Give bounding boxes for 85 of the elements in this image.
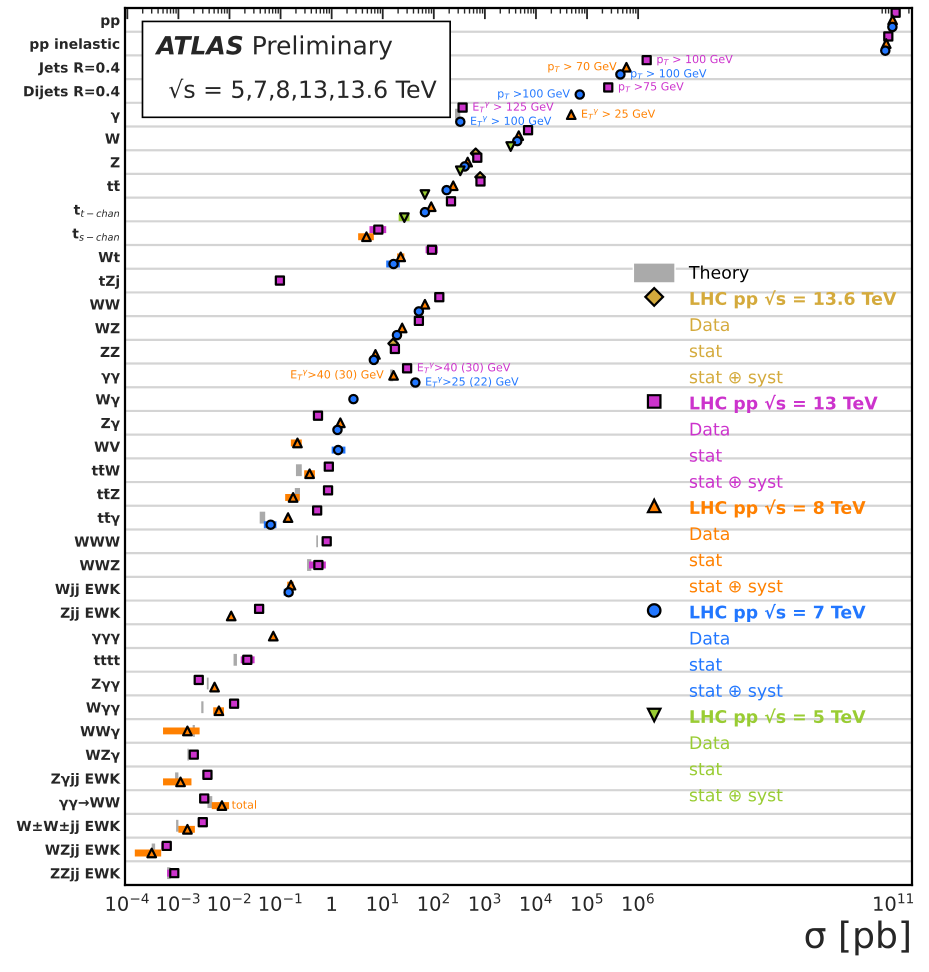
- y-tick-label: ZZjj EWK: [50, 868, 121, 882]
- y-tick-label: WWγ: [80, 726, 120, 740]
- annotation: E$_{T}$$^{γ}$ > 125 GeV: [473, 102, 554, 112]
- y-tick-label: Zγ: [101, 418, 120, 431]
- annotation: E$_{T}$$^{γ}$ > 100 GeV: [471, 116, 552, 127]
- x-tick-label: 10$^{5}$: [572, 893, 602, 912]
- annotation: total: [232, 800, 256, 809]
- annotation: stat ⊕ syst: [690, 371, 783, 387]
- annotation: stat ⊕ syst: [690, 789, 783, 805]
- y-tick-label: Zγγ: [92, 678, 120, 692]
- annotation: p$_{T}$ > 100 GeV: [657, 54, 733, 66]
- x-tick-label: 10$^{11}$: [874, 893, 914, 912]
- annotation: stat ⊕ syst: [690, 580, 783, 596]
- annotation: p$_{T}$ > 100 GeV: [631, 69, 706, 80]
- y-tick-label: Z: [110, 157, 120, 168]
- y-tick-label: γ: [110, 112, 120, 123]
- annotation: stat: [690, 344, 722, 358]
- y-tick-label: Jets R=0.4: [38, 62, 120, 76]
- y-tick-label: WWZ: [80, 560, 120, 570]
- annotation: stat ⊕ syst: [690, 476, 783, 492]
- x-tick-label: 10$^{−1}$: [260, 893, 302, 912]
- x-tick-label: 10$^{1}$: [368, 893, 398, 912]
- y-tick-label: γγ→WW: [59, 797, 120, 810]
- y-tick-label: Wγ: [96, 394, 120, 408]
- legend-label: LHC pp √s = 13.6 TeV: [690, 290, 896, 308]
- annotation: p$_{T}$ >100 GeV: [498, 89, 570, 100]
- annotation: p$_{T}$ > 70 GeV: [548, 62, 617, 73]
- annotation: Data: [690, 527, 729, 540]
- y-tick-label: WZγ: [86, 750, 120, 763]
- x-tick-label: 1: [328, 896, 336, 911]
- annotation: stat ⊕ syst: [690, 684, 783, 700]
- y-tick-label: WZjj EWK: [45, 844, 121, 858]
- legend-label: Theory: [688, 265, 749, 282]
- text: √s = 5,7,8,13,13.6 TeV: [168, 78, 437, 101]
- annotation: stat: [690, 762, 722, 776]
- y-tick-label: Zjj EWK: [60, 607, 121, 621]
- annotation: Data: [690, 632, 729, 645]
- y-tick-label: WV: [94, 442, 120, 452]
- annotation: E$_{T}$$^{γ}$>25 (22) GeV: [426, 377, 519, 388]
- annotation: E$_{T}$$^{γ}$>40 (30) GeV: [291, 370, 384, 380]
- y-tick-label: Dijets R=0.4: [24, 86, 120, 100]
- legend-label: LHC pp √s = 13 TeV: [690, 394, 878, 413]
- y-tick-label: t$_{t−chan}$: [74, 204, 120, 218]
- y-tick-label: WW: [90, 299, 120, 310]
- annotation: E$_{T}$$^{γ}$>40 (30) GeV: [418, 362, 510, 374]
- x-tick-label: 10$^{2}$: [418, 893, 449, 912]
- x-tick-label: 10$^{−3}$: [158, 893, 200, 912]
- y-tick-label: Wt: [98, 252, 120, 262]
- y-tick-label: ZZ: [100, 346, 120, 357]
- annotation: Data: [690, 422, 729, 436]
- annotation: Data: [690, 736, 729, 750]
- y-tick-label: W: [105, 134, 120, 144]
- y-tick-label: pp inelastic: [30, 38, 120, 52]
- legend-label: LHC pp √s = 8 TeV: [690, 499, 866, 518]
- annotation: stat: [690, 658, 722, 671]
- y-tick-label: t$_{s−chan}$: [72, 228, 119, 241]
- y-tick-label: tt̄: [107, 180, 120, 192]
- x-tick-label: 10$^{3}$: [470, 893, 500, 912]
- legend-label: LHC pp √s = 7 TeV: [690, 604, 866, 622]
- y-tick-label: tt̄Z: [96, 488, 120, 500]
- legend-label: LHC pp √s = 5 TeV: [690, 708, 866, 726]
- text: ATLAS Preliminary: [154, 35, 392, 60]
- y-tick-label: pp: [101, 17, 120, 28]
- y-tick-label: γγ: [101, 373, 120, 384]
- y-tick-label: Zγjj EWK: [51, 773, 121, 787]
- x-axis-title: σ [pb]: [806, 920, 909, 956]
- y-tick-label: Wjj EWK: [55, 583, 121, 597]
- x-tick-label: 10$^{−4}$: [106, 893, 149, 912]
- y-tick-label: W±W±jj EWK: [16, 820, 121, 834]
- x-tick-label: 10$^{−2}$: [208, 893, 250, 912]
- annotation: E$_{T}$$^{γ}$ > 25 GeV: [582, 109, 656, 120]
- y-tick-label: WZ: [95, 323, 120, 334]
- annotation: p$_{T}$ >75 GeV: [618, 82, 684, 93]
- y-tick-label: tt̄W: [92, 464, 120, 476]
- y-tick-label: tttt: [94, 655, 120, 666]
- x-tick-label: 10$^{4}$: [520, 893, 552, 912]
- y-tick-label: γγγ: [92, 634, 120, 644]
- y-tick-label: WWW: [74, 536, 120, 547]
- y-tick-label: Wγγ: [86, 702, 120, 716]
- y-tick-label: tt̄γ: [98, 512, 120, 526]
- annotation: stat: [690, 554, 722, 566]
- y-tick-label: tZj: [98, 275, 119, 289]
- x-tick-label: 10$^{6}$: [623, 893, 654, 912]
- annotation: Data: [690, 318, 729, 332]
- annotation: stat: [690, 449, 722, 462]
